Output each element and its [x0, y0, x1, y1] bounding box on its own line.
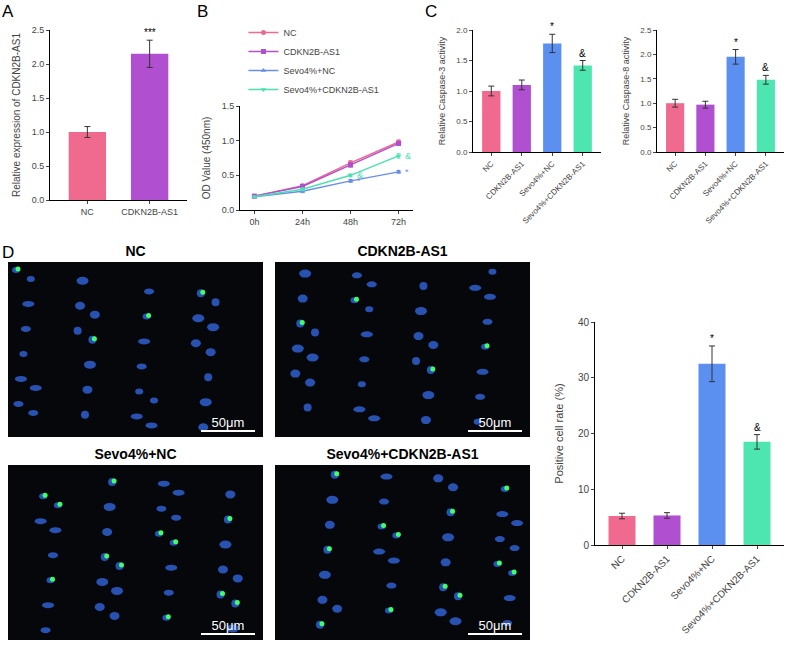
html-text:C: C: [425, 2, 438, 21]
svg-text:10: 10: [578, 484, 590, 495]
svg-text:NC: NC: [481, 159, 496, 174]
svg-text:CDKN2B-AS1: CDKN2B-AS1: [283, 47, 340, 57]
svg-text:50μm: 50μm: [212, 618, 245, 633]
svg-text:24h: 24h: [295, 217, 310, 227]
svg-text:&: &: [754, 422, 761, 433]
svg-text:&: &: [405, 151, 411, 161]
svg-text:Sevo4%+CDKN2B-AS1: Sevo4%+CDKN2B-AS1: [679, 553, 762, 636]
svg-text:48h: 48h: [343, 217, 358, 227]
svg-text:CDKN2B-AS1: CDKN2B-AS1: [620, 553, 672, 605]
svg-text:*: *: [734, 37, 738, 48]
svg-text:0.0: 0.0: [640, 148, 652, 157]
svg-text:Sevo4%+NC: Sevo4%+NC: [701, 159, 740, 198]
svg-text:50μm: 50μm: [479, 618, 512, 633]
svg-text:1.5: 1.5: [32, 93, 45, 103]
svg-text:40: 40: [578, 317, 590, 328]
svg-text:Sevo4%+NC: Sevo4%+NC: [283, 66, 335, 76]
svg-text:NC: NC: [665, 159, 680, 174]
svg-text:*: *: [405, 167, 409, 177]
svg-text:30: 30: [578, 372, 590, 383]
svg-text:Sevo4%+CDKN2B-AS1: Sevo4%+CDKN2B-AS1: [521, 159, 588, 226]
svg-text:2.0: 2.0: [456, 26, 468, 35]
svg-text:1.5: 1.5: [640, 75, 652, 84]
svg-text:1.5: 1.5: [456, 56, 468, 65]
svg-text:2.5: 2.5: [640, 26, 652, 35]
svg-text:2.5: 2.5: [32, 25, 45, 35]
svg-text:Sevo4%+NC: Sevo4%+NC: [94, 446, 176, 462]
svg-text:OD Value (450nm): OD Value (450nm): [201, 117, 212, 200]
svg-text:&: &: [579, 48, 586, 59]
svg-text:0.5: 0.5: [640, 123, 652, 132]
svg-text:Relative Caspase-3 activity: Relative Caspase-3 activity: [437, 36, 447, 145]
svg-text:20: 20: [578, 428, 590, 439]
svg-text:NC: NC: [125, 243, 145, 259]
svg-text:***: ***: [144, 27, 156, 38]
svg-text:1.0: 1.0: [640, 99, 652, 108]
svg-text:0h: 0h: [249, 217, 259, 227]
svg-text:1.0: 1.0: [222, 136, 235, 146]
svg-text:*: *: [710, 333, 714, 344]
svg-text:Sevo4%+CDKN2B-AS1: Sevo4%+CDKN2B-AS1: [326, 446, 478, 462]
html-text:B: B: [197, 2, 209, 21]
svg-text:0.0: 0.0: [456, 148, 468, 157]
svg-text:50μm: 50μm: [479, 415, 512, 430]
svg-text:0.5: 0.5: [222, 170, 235, 180]
svg-text:Positive cell rate (%): Positive cell rate (%): [553, 383, 565, 483]
svg-text:Sevo4%+CDKN2B-AS1: Sevo4%+CDKN2B-AS1: [283, 85, 378, 95]
svg-text:Sevo4%+NC: Sevo4%+NC: [518, 159, 557, 198]
svg-text:CDKN2B-AS1: CDKN2B-AS1: [668, 159, 710, 201]
svg-text:72h: 72h: [391, 217, 406, 227]
svg-text:1.0: 1.0: [456, 87, 468, 96]
svg-text:0.0: 0.0: [222, 205, 235, 215]
svg-text:2.0: 2.0: [32, 59, 45, 69]
svg-text:Relative Caspase-8 activity: Relative Caspase-8 activity: [621, 36, 631, 145]
svg-text:1.5: 1.5: [222, 101, 235, 111]
svg-text:CDKN2B-AS1: CDKN2B-AS1: [121, 207, 178, 217]
svg-text:NC: NC: [609, 553, 627, 571]
svg-text:50μm: 50μm: [212, 415, 245, 430]
svg-text:&: &: [762, 62, 769, 73]
html-text:A: A: [2, 2, 14, 21]
svg-text:0.5: 0.5: [32, 161, 45, 171]
svg-text:Sevo4%+CDKN2B-AS1: Sevo4%+CDKN2B-AS1: [704, 159, 771, 226]
svg-text:0.0: 0.0: [32, 195, 45, 205]
svg-text:CDKN2B-AS1: CDKN2B-AS1: [484, 159, 526, 201]
svg-text:CDKN2B-AS1: CDKN2B-AS1: [357, 243, 447, 259]
svg-text:&: &: [357, 170, 363, 180]
svg-text:0.5: 0.5: [456, 117, 468, 126]
svg-text:NC: NC: [283, 28, 296, 38]
svg-text:*: *: [357, 176, 361, 186]
svg-text:Sevo4%+NC: Sevo4%+NC: [668, 553, 716, 601]
svg-text:2.0: 2.0: [640, 50, 652, 59]
html-text:D: D: [2, 243, 15, 262]
svg-text:Relative expression of CDKN2B-: Relative expression of CDKN2B-AS1: [11, 33, 22, 197]
svg-text:NC: NC: [81, 207, 94, 217]
svg-text:0: 0: [583, 540, 589, 551]
svg-text:1.0: 1.0: [32, 127, 45, 137]
svg-text:*: *: [550, 21, 554, 32]
